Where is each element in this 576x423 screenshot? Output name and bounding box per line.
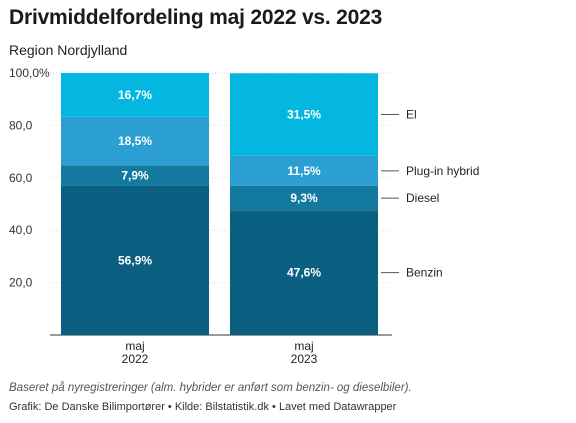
data-label: 31,5% [287, 108, 321, 122]
legend-entry: El [406, 108, 417, 122]
data-label: 47,6% [287, 266, 321, 280]
bar-segment [230, 155, 378, 186]
legend-entry: Plug-in hybrid [406, 164, 479, 178]
footnote: Baseret på nyregistreringer (alm. hybrid… [9, 382, 412, 394]
x-tick-label: 2023 [291, 352, 318, 366]
chart-subtitle: Region Nordjylland [9, 42, 128, 58]
bar-segment [230, 73, 378, 156]
legend-entry: Benzin [406, 266, 443, 280]
data-label: 18,5% [118, 134, 152, 148]
y-tick-label: 60,0 [9, 171, 33, 185]
bar-segment [61, 73, 209, 117]
bar-segment [61, 185, 209, 335]
data-label: 11,5% [287, 164, 321, 178]
x-tick-label: maj [125, 339, 144, 353]
bar-segment [230, 210, 378, 335]
chart-title: Drivmiddelfordeling maj 2022 vs. 2023 [9, 6, 383, 29]
y-tick-label: 40,0 [9, 223, 33, 237]
bar-segment [61, 165, 209, 186]
data-label: 7,9% [121, 169, 149, 183]
y-tick-label: 100,0% [9, 66, 50, 80]
y-tick-label: 20,0 [9, 276, 33, 290]
legend-entry: Diesel [406, 191, 439, 205]
bar-segment [61, 116, 209, 166]
y-tick-label: 80,0 [9, 118, 33, 132]
x-tick-label: 2022 [122, 352, 149, 366]
data-label: 16,7% [118, 88, 152, 102]
x-tick-label: maj [294, 339, 313, 353]
data-label: 9,3% [290, 191, 318, 205]
stacked-bar-chart: 100,0% 80,0 60,0 40,0 20,0 56,9% 7,9% 18,5% 16,7… [9, 66, 479, 366]
bar-segment [230, 185, 378, 211]
source-note: Grafik: De Danske Bilimportører • Kilde:… [9, 401, 397, 413]
data-label: 56,9% [118, 253, 152, 267]
